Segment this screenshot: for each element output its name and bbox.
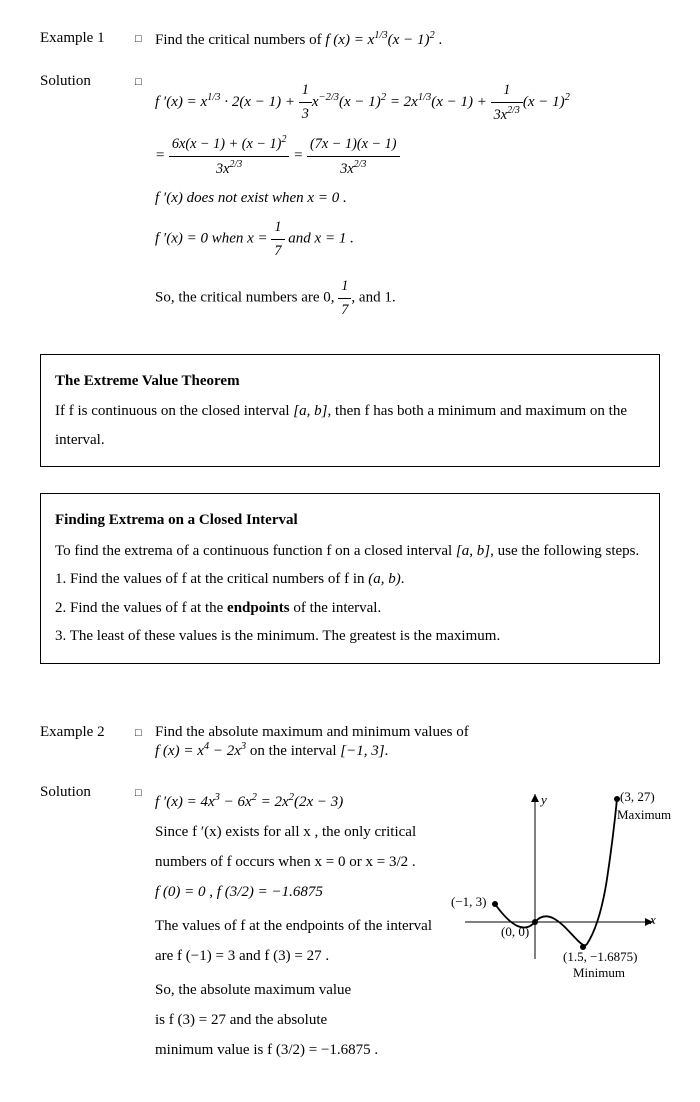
t: 1. Find the values of f at the critical …: [55, 571, 368, 587]
interval: [a, b]: [456, 543, 490, 559]
fn-part: (x − 1): [388, 32, 430, 48]
pt-min-label: (1.5, −1.6875): [563, 949, 638, 965]
step-3: 3. The least of these values is the mini…: [55, 622, 645, 651]
t: 3x: [216, 161, 229, 177]
graph: y x (3, 27) Maximum (−1, 3) (0, 0) (1.5,…: [465, 784, 660, 979]
solution2-content: f ′(x) = 4x3 − 6x2 = 2x2(2x − 3) Since f…: [155, 784, 660, 1068]
sol2-l9: minimum value is f (3/2) = −1.6875 .: [155, 1038, 450, 1062]
t: (x − 1) +: [431, 94, 490, 110]
bullet-icon: □: [135, 727, 155, 739]
t: f ′(x) = 0 when x =: [155, 231, 271, 247]
t: To find the extrema of a continuous func…: [55, 543, 456, 559]
t: · 2(x − 1) +: [221, 94, 299, 110]
t: = 2x: [257, 794, 289, 810]
bullet-icon: □: [135, 76, 155, 88]
text: Find the critical numbers of: [155, 32, 325, 48]
sol2-l7: So, the absolute maximum value: [155, 978, 450, 1002]
theorem-title: The Extreme Value Theorem: [55, 367, 645, 396]
exp: 2: [429, 30, 434, 41]
pt-origin-label: (0, 0): [501, 924, 529, 940]
pt-max-label: (3, 27): [620, 789, 655, 805]
example1-row: Example 1 □ Find the critical numbers of…: [40, 30, 660, 49]
bullet-icon: □: [135, 33, 155, 45]
x-axis-label: x: [650, 912, 656, 928]
eq-line-2: = 6x(x − 1) + (x − 1)23x2/3 = (7x − 1)(x…: [155, 132, 660, 180]
interval: [−1, 3]: [340, 743, 384, 759]
sol2-l2: Since f ′(x) exists for all x , the only…: [155, 820, 450, 844]
solution2-row: Solution □ f ′(x) = 4x3 − 6x2 = 2x2(2x −…: [40, 784, 660, 1068]
box-intro: To find the extrema of a continuous func…: [55, 537, 645, 566]
example2-row: Example 2 □ Find the absolute maximum an…: [40, 724, 660, 760]
sol2-l1: f ′(x) = 4x3 − 6x2 = 2x2(2x − 3): [155, 790, 450, 814]
prompt-line2: f (x) = x4 − 2x3 on the interval [−1, 3]…: [155, 741, 660, 760]
interval: [a, b]: [293, 403, 327, 419]
pt-max-note: Maximum: [617, 807, 671, 823]
step-1: 1. Find the values of f at the critical …: [55, 565, 645, 594]
interval: (a, b): [368, 571, 401, 587]
t: and x = 1 .: [285, 231, 354, 247]
t: (7x − 1)(x − 1): [307, 133, 400, 157]
eq-line-1: f ′(x) = x1/3 · 2(x − 1) + 13x−2/3(x − 1…: [155, 79, 660, 126]
theorem-body: If f is continuous on the closed interva…: [55, 397, 645, 454]
sol2-l3: numbers of f occurs when x = 0 or x = 3/…: [155, 850, 450, 874]
fn: f (x) = x1/3(x − 1)2: [325, 32, 438, 48]
fn-part: f (x) = x: [325, 32, 374, 48]
t: f (x) = x: [155, 743, 204, 759]
solution-label: Solution: [40, 784, 135, 801]
step-2: 2. Find the values of f at the endpoints…: [55, 594, 645, 623]
solution2-text: f ′(x) = 4x3 − 6x2 = 2x2(2x − 3) Since f…: [155, 784, 450, 1068]
point-neg1-3: [492, 901, 498, 907]
t: , and 1.: [351, 290, 395, 306]
example2-label: Example 2: [40, 724, 135, 741]
pt-min-note: Minimum: [573, 965, 625, 981]
t: (2x − 3): [294, 794, 343, 810]
example2-content: Find the absolute maximum and minimum va…: [155, 724, 660, 760]
t: of the interval.: [290, 600, 382, 616]
eq-line-5: So, the critical numbers are 0, 17, and …: [155, 275, 660, 322]
bullet-icon: □: [135, 787, 155, 799]
solution1-content: f ′(x) = x1/3 · 2(x − 1) + 13x−2/3(x − 1…: [155, 73, 660, 328]
t: (x − 1): [523, 94, 565, 110]
box-title: Finding Extrema on a Closed Interval: [55, 506, 645, 535]
t: 3x: [340, 160, 353, 176]
sol2-l5: The values of f at the endpoints of the …: [155, 914, 450, 938]
sol2-l4: f (0) = 0 , f (3/2) = −1.6875: [155, 880, 450, 904]
example1-prompt: Find the critical numbers of f (x) = x1/…: [155, 30, 660, 49]
t: 2. Find the values of f at the: [55, 600, 227, 616]
solution1-row: Solution □ f ′(x) = x1/3 · 2(x − 1) + 13…: [40, 73, 660, 328]
t: f ′(x) = x: [155, 94, 207, 110]
t: .: [385, 743, 389, 759]
y-axis-label: y: [541, 792, 547, 808]
t: , use the following steps.: [490, 543, 639, 559]
t: 6x(x − 1) + (x − 1): [172, 136, 282, 152]
t: So, the critical numbers are 0,: [155, 290, 338, 306]
period: .: [438, 32, 442, 48]
prompt-line1: Find the absolute maximum and minimum va…: [155, 724, 660, 741]
sol2-l8: is f (3) = 27 and the absolute: [155, 1008, 450, 1032]
t: − 2x: [209, 743, 241, 759]
sol2-l6: are f (−1) = 3 and f (3) = 27 .: [155, 944, 450, 968]
theorem-evt-box: The Extreme Value Theorem If f is contin…: [40, 354, 660, 468]
solution-label: Solution: [40, 73, 135, 90]
t: If f is continuous on the closed interva…: [55, 403, 293, 419]
pt-neg1-label: (−1, 3): [451, 894, 487, 910]
t: − 6x: [220, 794, 252, 810]
t: x: [312, 94, 319, 110]
t: = 2x: [386, 94, 418, 110]
t: (x − 1): [339, 94, 381, 110]
exp: 1/3: [374, 30, 387, 41]
point-origin: [532, 919, 538, 925]
finding-extrema-box: Finding Extrema on a Closed Interval To …: [40, 493, 660, 664]
t: endpoints: [227, 600, 290, 616]
y-arrow-icon: [531, 794, 539, 802]
example1-label: Example 1: [40, 30, 135, 47]
t: f ′(x) = 4x: [155, 794, 215, 810]
eq-line-3: f ′(x) does not exist when x = 0 .: [155, 186, 660, 210]
eq-line-4: f ′(x) = 0 when x = 17 and x = 1 .: [155, 216, 660, 263]
t: on the interval: [246, 743, 340, 759]
